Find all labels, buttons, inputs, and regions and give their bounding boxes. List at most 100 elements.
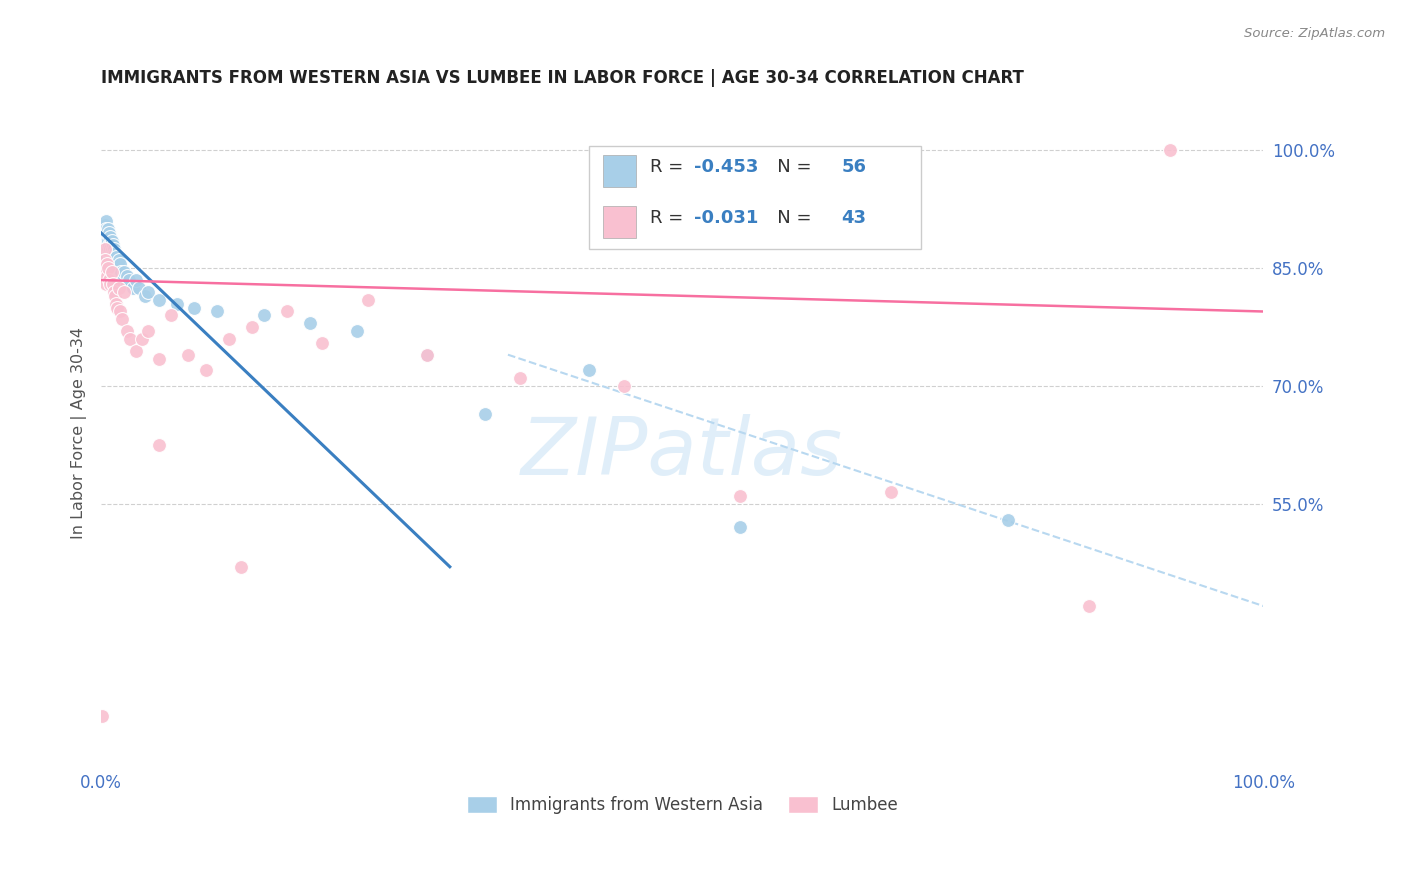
Point — [105, 250, 128, 264]
Text: R =: R = — [650, 158, 689, 176]
Text: -0.453: -0.453 — [695, 158, 758, 176]
Point — [136, 285, 159, 299]
Point — [730, 489, 752, 503]
Point — [98, 273, 121, 287]
Point — [111, 312, 134, 326]
Point — [100, 265, 122, 279]
Text: IMMIGRANTS FROM WESTERN ASIA VS LUMBEE IN LABOR FORCE | AGE 30-34 CORRELATION CH: IMMIGRANTS FROM WESTERN ASIA VS LUMBEE I… — [101, 69, 1024, 87]
Point — [93, 218, 115, 232]
Text: 56: 56 — [842, 158, 866, 176]
Point — [104, 289, 127, 303]
Point — [93, 226, 115, 240]
Point — [104, 245, 127, 260]
Point — [107, 301, 129, 315]
Point — [103, 253, 125, 268]
Point — [103, 285, 125, 299]
Point — [101, 277, 124, 291]
Point — [218, 332, 240, 346]
Point — [276, 304, 298, 318]
Point — [148, 438, 170, 452]
Point — [148, 293, 170, 307]
Point — [101, 237, 124, 252]
Point — [125, 343, 148, 358]
Point — [104, 257, 127, 271]
Point — [160, 309, 183, 323]
Point — [166, 296, 188, 310]
Point — [509, 371, 531, 385]
Point — [97, 234, 120, 248]
Point — [1078, 599, 1101, 613]
Text: R =: R = — [650, 209, 689, 227]
Point — [240, 320, 263, 334]
Point — [357, 293, 380, 307]
Text: 43: 43 — [842, 209, 866, 227]
Text: ZIPatlas: ZIPatlas — [522, 414, 844, 492]
Point — [94, 214, 117, 228]
Text: -0.031: -0.031 — [695, 209, 758, 227]
Point — [136, 324, 159, 338]
Point — [194, 363, 217, 377]
Point — [93, 242, 115, 256]
Point — [94, 222, 117, 236]
Point — [107, 265, 129, 279]
Point — [96, 226, 118, 240]
Point — [96, 242, 118, 256]
Point — [93, 253, 115, 268]
Point — [125, 273, 148, 287]
Point — [415, 348, 437, 362]
Point — [115, 324, 138, 338]
Point — [100, 242, 122, 256]
Point — [299, 316, 322, 330]
Point — [474, 407, 496, 421]
Point — [96, 257, 118, 271]
FancyBboxPatch shape — [603, 206, 636, 238]
Point — [100, 234, 122, 248]
Point — [94, 277, 117, 291]
Point — [128, 281, 150, 295]
Point — [107, 257, 129, 271]
FancyBboxPatch shape — [603, 155, 636, 186]
Point — [148, 351, 170, 366]
Point — [97, 222, 120, 236]
Point — [93, 261, 115, 276]
Text: Source: ZipAtlas.com: Source: ZipAtlas.com — [1244, 27, 1385, 40]
Point — [91, 237, 114, 252]
Point — [110, 265, 132, 279]
Legend: Immigrants from Western Asia, Lumbee: Immigrants from Western Asia, Lumbee — [460, 789, 904, 821]
Point — [613, 379, 636, 393]
FancyBboxPatch shape — [589, 146, 921, 249]
Point — [105, 296, 128, 310]
Point — [97, 242, 120, 256]
Point — [115, 269, 138, 284]
Point — [107, 281, 129, 295]
Point — [96, 234, 118, 248]
Text: N =: N = — [761, 209, 817, 227]
Point — [91, 709, 114, 723]
Point — [112, 285, 135, 299]
Point — [415, 348, 437, 362]
Point — [253, 309, 276, 323]
Point — [100, 230, 122, 244]
Point — [108, 304, 131, 318]
Point — [94, 237, 117, 252]
Point — [100, 250, 122, 264]
Point — [93, 230, 115, 244]
Point — [177, 348, 200, 362]
Point — [101, 245, 124, 260]
Point — [121, 281, 143, 295]
Point — [578, 363, 600, 377]
Point — [730, 520, 752, 534]
Point — [112, 265, 135, 279]
Point — [120, 332, 142, 346]
Point — [207, 304, 229, 318]
Point — [98, 237, 121, 252]
Point — [1159, 144, 1181, 158]
Point — [97, 261, 120, 276]
Point — [108, 257, 131, 271]
Point — [111, 273, 134, 287]
Point — [229, 559, 252, 574]
Point — [103, 242, 125, 256]
Point — [100, 242, 122, 256]
Point — [98, 226, 121, 240]
Point — [880, 485, 903, 500]
